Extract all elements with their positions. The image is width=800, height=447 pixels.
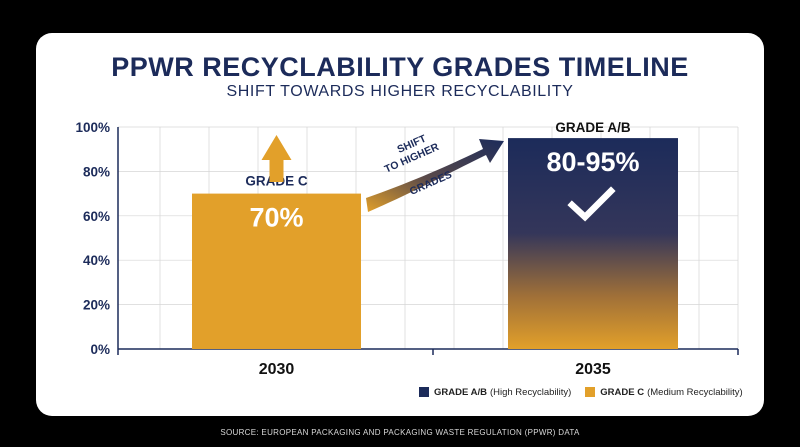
y-tick-label: 80% [83,164,110,179]
chart-subtitle: SHIFT TOWARDS HIGHER RECYCLABILITY [226,83,574,100]
x-tick-label: 2030 [259,361,295,378]
shift-arrow [366,139,504,212]
legend-desc: (High Recyclability) [489,386,572,398]
source-note: SOURCE: EUROPEAN PACKAGING AND PACKAGING… [220,428,580,437]
legend-label: GRADE A/B [434,386,487,398]
checkmark-icon [567,186,616,222]
data-label: 80-95% [546,147,639,177]
legend-swatch-grade-ab [419,387,429,397]
bar-2030 [192,193,361,349]
grade-label: GRADE A/B [555,120,631,135]
data-label: 70% [249,203,303,233]
legend: GRADE A/B (High Recyclability) GRADE C (… [419,385,757,399]
y-tick-label: 20% [83,298,110,313]
legend-item-grade-ab: GRADE A/B (High Recyclability) [419,387,571,398]
x-tick-label: 2035 [575,361,611,378]
legend-swatch-grade-c [585,387,596,397]
y-tick-label: 0% [90,342,110,357]
chart-title: PPWR RECYCLABILITY GRADES TIMELINE [111,52,689,82]
bar-2035 [508,138,678,349]
legend-desc: (Medium Recyclability) [647,386,743,398]
legend-label: GRADE C [600,386,645,398]
up-arrow-icon [261,135,292,182]
y-tick-label: 40% [83,253,110,268]
y-tick-label: 60% [83,209,110,224]
y-tick-label: 100% [75,120,110,135]
legend-item-grade-c: GRADE C (Medium Recyclability) [585,386,743,398]
